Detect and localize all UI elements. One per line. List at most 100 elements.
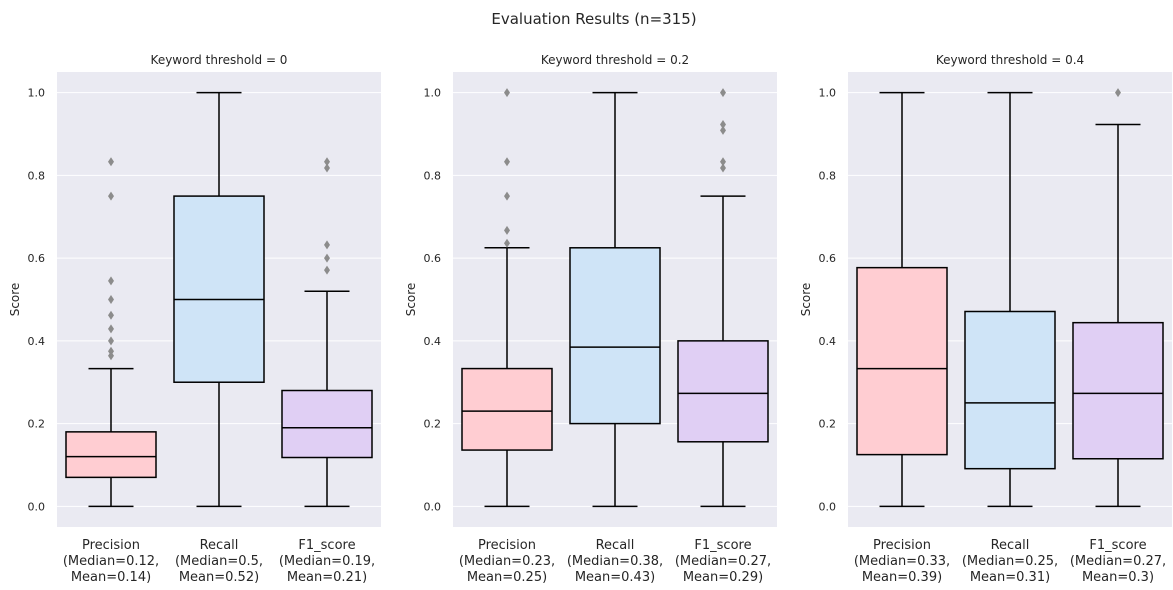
x-tick-label: (Median=0.25, bbox=[962, 554, 1058, 569]
box-iqr bbox=[677, 340, 769, 443]
outlier-point bbox=[720, 157, 726, 167]
y-tick-label: 1.0 bbox=[424, 87, 442, 100]
outlier-point bbox=[504, 88, 510, 98]
outlier-point bbox=[108, 351, 114, 361]
x-tick-label: Precision bbox=[478, 538, 536, 553]
x-tick-label: (Median=0.23, bbox=[459, 554, 555, 569]
box-f1_score bbox=[1072, 88, 1164, 508]
x-tick-label: (Median=0.5, bbox=[175, 554, 263, 569]
outlier-point bbox=[324, 253, 330, 263]
x-tick-label: F1_score bbox=[298, 538, 355, 553]
box-iqr bbox=[65, 431, 157, 479]
outlier-point bbox=[324, 157, 330, 167]
x-tick-label: Mean=0.25) bbox=[467, 570, 547, 585]
figure-title: Evaluation Results (n=315) bbox=[491, 10, 696, 28]
subplot-title: Keyword threshold = 0.2 bbox=[541, 53, 689, 67]
outlier-point bbox=[504, 225, 510, 235]
outlier-point bbox=[108, 310, 114, 320]
x-tick-label: Mean=0.14) bbox=[71, 570, 151, 585]
subplot-title: Keyword threshold = 0.4 bbox=[936, 53, 1084, 67]
y-tick-label: 0.6 bbox=[28, 252, 46, 265]
box-iqr bbox=[569, 247, 661, 425]
box-precision bbox=[65, 157, 157, 508]
box-precision bbox=[461, 88, 553, 508]
x-tick-label: Mean=0.31) bbox=[970, 570, 1050, 585]
box-iqr bbox=[1072, 321, 1164, 460]
subplot-3: 0.0 0.2 0.4 0.6 0.8 1.0 Keyword threshold = 0.… bbox=[799, 53, 1172, 585]
outlier-point bbox=[720, 163, 726, 173]
subplot-title: Keyword threshold = 0 bbox=[151, 53, 288, 67]
x-tick-label: Mean=0.43) bbox=[575, 570, 655, 585]
box-iqr bbox=[173, 195, 265, 383]
outlier-point bbox=[1115, 88, 1121, 98]
y-tick-label: 0.6 bbox=[424, 252, 442, 265]
box-f1_score bbox=[281, 157, 373, 508]
outlier-point bbox=[720, 88, 726, 98]
outlier-point bbox=[324, 240, 330, 250]
y-axis-label: Score bbox=[404, 283, 418, 317]
x-tick-label: (Median=0.19, bbox=[279, 554, 375, 569]
subplot-1: 0.0 0.2 0.4 0.6 0.8 1.0 Keyword threshold = 0 S… bbox=[8, 53, 381, 585]
y-axis-label: Score bbox=[8, 283, 22, 317]
y-tick-label: 0.0 bbox=[819, 500, 837, 513]
outlier-point bbox=[504, 191, 510, 201]
box-precision bbox=[856, 91, 948, 508]
box-recall bbox=[964, 91, 1056, 508]
y-tick-label: 1.0 bbox=[819, 87, 837, 100]
y-tick-label: 0.2 bbox=[28, 418, 46, 431]
x-tick-label: Recall bbox=[596, 538, 635, 553]
outlier-point bbox=[720, 125, 726, 135]
x-tick-label: Mean=0.29) bbox=[683, 570, 763, 585]
y-tick-label: 1.0 bbox=[28, 87, 46, 100]
x-tick-label: (Median=0.27, bbox=[1070, 554, 1166, 569]
x-tick-label: Mean=0.21) bbox=[287, 570, 367, 585]
box-f1_score bbox=[677, 88, 769, 508]
x-tick-label: Recall bbox=[991, 538, 1030, 553]
outlier-point bbox=[108, 295, 114, 304]
y-tick-label: 0.0 bbox=[424, 500, 442, 513]
x-tick-label: F1_score bbox=[1089, 538, 1146, 553]
x-tick-label: (Median=0.38, bbox=[567, 554, 663, 569]
y-tick-label: 0.2 bbox=[819, 418, 837, 431]
outlier-point bbox=[108, 276, 114, 286]
outlier-point bbox=[720, 120, 726, 130]
outlier-point bbox=[108, 336, 114, 346]
x-tick-label: F1_score bbox=[694, 538, 751, 553]
box-iqr bbox=[281, 389, 373, 459]
y-tick-label: 0.4 bbox=[424, 335, 442, 348]
subplot-2: 0.0 0.2 0.4 0.6 0.8 1.0 Keyword threshold = 0.… bbox=[404, 53, 777, 585]
box-iqr bbox=[856, 266, 948, 456]
outlier-point bbox=[504, 157, 510, 167]
y-axis-label: Score bbox=[799, 283, 813, 317]
y-tick-label: 0.8 bbox=[819, 169, 837, 182]
outlier-point bbox=[324, 163, 330, 173]
outlier-point bbox=[108, 157, 114, 167]
x-tick-label: (Median=0.27, bbox=[675, 554, 771, 569]
x-tick-label: Precision bbox=[873, 538, 931, 553]
y-tick-label: 0.6 bbox=[819, 252, 837, 265]
x-tick-label: Mean=0.39) bbox=[862, 570, 942, 585]
y-tick-label: 0.2 bbox=[424, 418, 442, 431]
x-tick-label: (Median=0.12, bbox=[63, 554, 159, 569]
box-recall bbox=[173, 91, 265, 508]
y-tick-label: 0.0 bbox=[28, 500, 46, 513]
y-tick-label: 0.4 bbox=[819, 335, 837, 348]
x-tick-label: (Median=0.33, bbox=[854, 554, 950, 569]
x-tick-label: Precision bbox=[82, 538, 140, 553]
x-tick-label: Mean=0.52) bbox=[179, 570, 259, 585]
box-iqr bbox=[964, 310, 1056, 470]
y-tick-label: 0.4 bbox=[28, 335, 46, 348]
x-tick-label: Mean=0.3) bbox=[1082, 570, 1154, 585]
x-tick-label: Recall bbox=[200, 538, 239, 553]
outlier-point bbox=[324, 265, 330, 275]
y-tick-label: 0.8 bbox=[28, 169, 46, 182]
outlier-point bbox=[108, 346, 114, 356]
outlier-point bbox=[108, 191, 114, 201]
outlier-point bbox=[504, 238, 510, 248]
box-iqr bbox=[461, 367, 553, 451]
box-recall bbox=[569, 91, 661, 508]
y-tick-label: 0.8 bbox=[424, 169, 442, 182]
outlier-point bbox=[108, 324, 114, 334]
